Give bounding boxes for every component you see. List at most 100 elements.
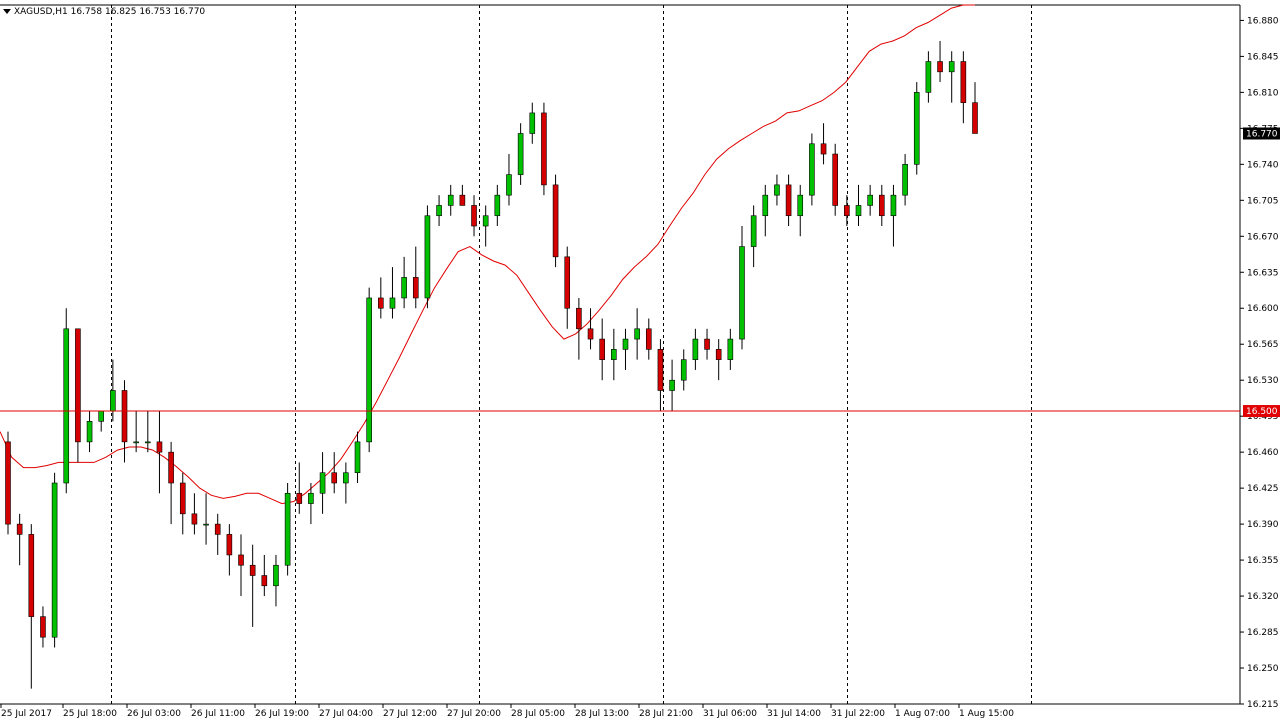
candle[interactable] bbox=[506, 154, 512, 206]
candle[interactable] bbox=[634, 308, 640, 360]
candle[interactable] bbox=[878, 184, 885, 227]
candle[interactable] bbox=[191, 493, 198, 535]
candle[interactable] bbox=[214, 513, 221, 555]
candle[interactable] bbox=[273, 554, 279, 607]
candle[interactable] bbox=[797, 184, 804, 237]
candle[interactable] bbox=[156, 411, 163, 494]
bear-candle-body bbox=[412, 277, 419, 299]
candle[interactable] bbox=[832, 143, 838, 216]
candle[interactable] bbox=[366, 287, 372, 453]
candle[interactable] bbox=[529, 102, 536, 144]
candle[interactable] bbox=[774, 174, 780, 206]
candle[interactable] bbox=[541, 102, 547, 196]
candle[interactable] bbox=[203, 493, 209, 545]
candle[interactable] bbox=[168, 441, 174, 525]
candle[interactable] bbox=[238, 534, 244, 597]
candle[interactable] bbox=[517, 123, 524, 185]
candle[interactable] bbox=[844, 195, 850, 227]
candle[interactable] bbox=[552, 174, 559, 268]
candle[interactable] bbox=[750, 205, 757, 268]
candle[interactable] bbox=[401, 256, 407, 309]
candle[interactable] bbox=[436, 195, 442, 227]
candle[interactable] bbox=[669, 359, 675, 412]
candle[interactable] bbox=[296, 462, 303, 514]
candle[interactable] bbox=[727, 328, 734, 370]
candle[interactable] bbox=[576, 297, 582, 360]
candle[interactable] bbox=[378, 277, 384, 319]
bear-candle-body bbox=[156, 441, 163, 453]
candle[interactable] bbox=[855, 184, 862, 227]
candle[interactable] bbox=[343, 462, 349, 504]
candle[interactable] bbox=[249, 544, 256, 627]
bull-candle-body bbox=[494, 194, 501, 217]
candle[interactable] bbox=[63, 308, 70, 494]
candle[interactable] bbox=[692, 328, 699, 370]
candle[interactable] bbox=[447, 184, 454, 216]
bear-candle-body bbox=[704, 338, 710, 350]
candle[interactable] bbox=[599, 318, 605, 381]
candle[interactable] bbox=[611, 328, 617, 381]
candle[interactable] bbox=[925, 51, 932, 103]
candle[interactable] bbox=[890, 184, 897, 247]
y-tick-label: 16.705 bbox=[1247, 196, 1279, 206]
bear-candle-body bbox=[121, 390, 128, 443]
candle[interactable] bbox=[867, 184, 873, 216]
bear-candle-body bbox=[249, 564, 256, 576]
candle[interactable] bbox=[16, 513, 23, 566]
candle[interactable] bbox=[319, 452, 326, 514]
candle[interactable] bbox=[704, 328, 710, 360]
candle[interactable] bbox=[51, 472, 58, 648]
candle[interactable] bbox=[715, 339, 722, 381]
candle[interactable] bbox=[284, 482, 291, 576]
candle[interactable] bbox=[86, 411, 93, 453]
candle[interactable] bbox=[680, 349, 687, 391]
candle[interactable] bbox=[820, 123, 827, 165]
candle[interactable] bbox=[587, 308, 594, 350]
candle[interactable] bbox=[261, 554, 268, 597]
candle[interactable] bbox=[913, 82, 920, 175]
candle[interactable] bbox=[121, 380, 128, 463]
candle[interactable] bbox=[739, 226, 745, 350]
candle[interactable] bbox=[960, 51, 967, 124]
bear-candle-body bbox=[878, 194, 885, 217]
candle[interactable] bbox=[459, 184, 466, 206]
chart-menu-icon[interactable] bbox=[3, 9, 11, 14]
candle[interactable] bbox=[657, 339, 664, 412]
bull-candle-body bbox=[680, 359, 687, 381]
candle[interactable] bbox=[5, 431, 11, 535]
candle[interactable] bbox=[494, 184, 501, 227]
y-tick-label: 16.600 bbox=[1247, 304, 1279, 314]
candle[interactable] bbox=[226, 524, 233, 576]
candle[interactable] bbox=[308, 482, 314, 525]
candle[interactable] bbox=[809, 133, 815, 206]
candle[interactable] bbox=[179, 472, 186, 535]
candle[interactable] bbox=[28, 524, 35, 689]
candle[interactable] bbox=[40, 606, 46, 648]
candle[interactable] bbox=[948, 51, 955, 103]
candle[interactable] bbox=[471, 195, 477, 237]
candle[interactable] bbox=[645, 318, 652, 360]
candles[interactable] bbox=[5, 40, 978, 689]
candle[interactable] bbox=[331, 452, 338, 494]
candle[interactable] bbox=[412, 246, 419, 309]
candle[interactable] bbox=[145, 411, 151, 453]
candle[interactable] bbox=[354, 431, 361, 483]
candle[interactable] bbox=[762, 184, 769, 237]
candle[interactable] bbox=[389, 267, 396, 319]
candle[interactable] bbox=[75, 328, 81, 463]
candle[interactable] bbox=[972, 82, 978, 134]
candle[interactable] bbox=[564, 246, 571, 329]
bear-candle-body bbox=[960, 61, 967, 103]
candle[interactable] bbox=[424, 205, 431, 309]
candle[interactable] bbox=[133, 411, 139, 453]
candle[interactable] bbox=[622, 328, 629, 370]
y-tick-label: 16.425 bbox=[1247, 484, 1279, 494]
candle[interactable] bbox=[902, 154, 908, 206]
candle[interactable] bbox=[785, 174, 792, 227]
candle[interactable] bbox=[482, 205, 489, 247]
bull-candle-body bbox=[145, 441, 151, 444]
bull-candle-body bbox=[890, 194, 897, 217]
candle[interactable] bbox=[937, 40, 943, 83]
